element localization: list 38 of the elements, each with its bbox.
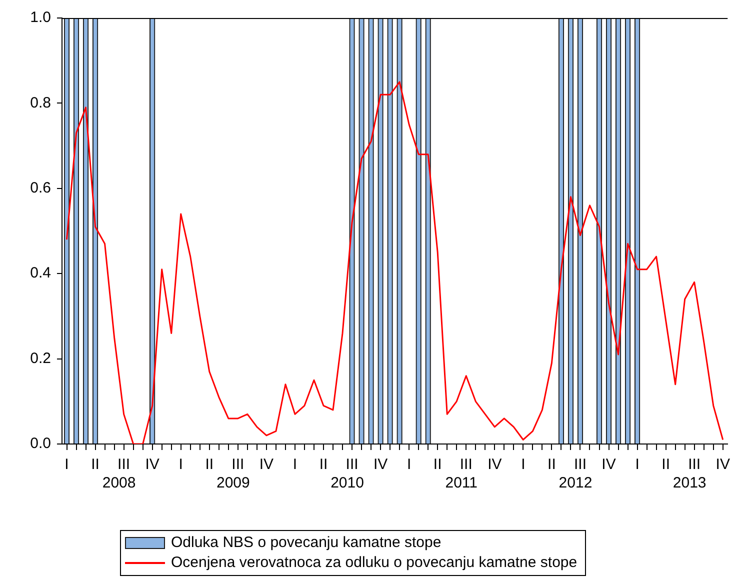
text: 2008 (102, 474, 136, 492)
x-tick-label: III (460, 456, 472, 474)
x-tick-label: IV (488, 456, 502, 474)
x-tick-label: IV (716, 456, 730, 474)
y-tick-label: 0.8 (30, 94, 51, 112)
x-tick-label: I (406, 456, 412, 474)
x-tick-label: II (548, 456, 556, 474)
x-tick-label: III (346, 456, 358, 474)
text: 2010 (330, 474, 364, 492)
x-tick-label: II (319, 456, 328, 474)
x-tick-label: IV (373, 456, 388, 474)
x-tick-label: IV (259, 456, 274, 474)
y-tick-label: 1.0 (30, 9, 51, 26)
y-tick-label: 0.4 (30, 264, 51, 282)
y-tick-label: 0.2 (30, 350, 51, 367)
legend-label: Ocenjena verovatnoca za odluku o povecanju kamatne stope (171, 553, 578, 573)
x-tick-label: II (91, 456, 100, 474)
x-tick-label: I (64, 456, 69, 474)
text: 2012 (558, 474, 592, 492)
x-tick-label: III (118, 456, 130, 474)
x-tick-label: IV (602, 456, 616, 474)
x-tick-label: IV (145, 456, 160, 474)
x-tick-label: I (521, 456, 526, 474)
x-tick-label: I (635, 456, 640, 474)
x-tick-label: II (662, 456, 670, 474)
x-tick-label: III (688, 456, 701, 474)
text: 2011 (445, 474, 478, 492)
x-tick-label: III (232, 456, 244, 474)
text: 2013 (672, 474, 706, 492)
x-tick-label: I (178, 456, 183, 474)
y-tick-label: 0.6 (30, 180, 51, 197)
text: 2009 (216, 474, 250, 492)
x-tick-label: II (205, 456, 214, 474)
y-tick-label: 0.0 (30, 435, 51, 452)
legend-label: Odluka NBS o povecanju kamatne stope (171, 533, 442, 553)
x-tick-label: I (292, 456, 298, 474)
x-tick-label: III (574, 456, 586, 474)
x-tick-label: II (433, 456, 442, 474)
